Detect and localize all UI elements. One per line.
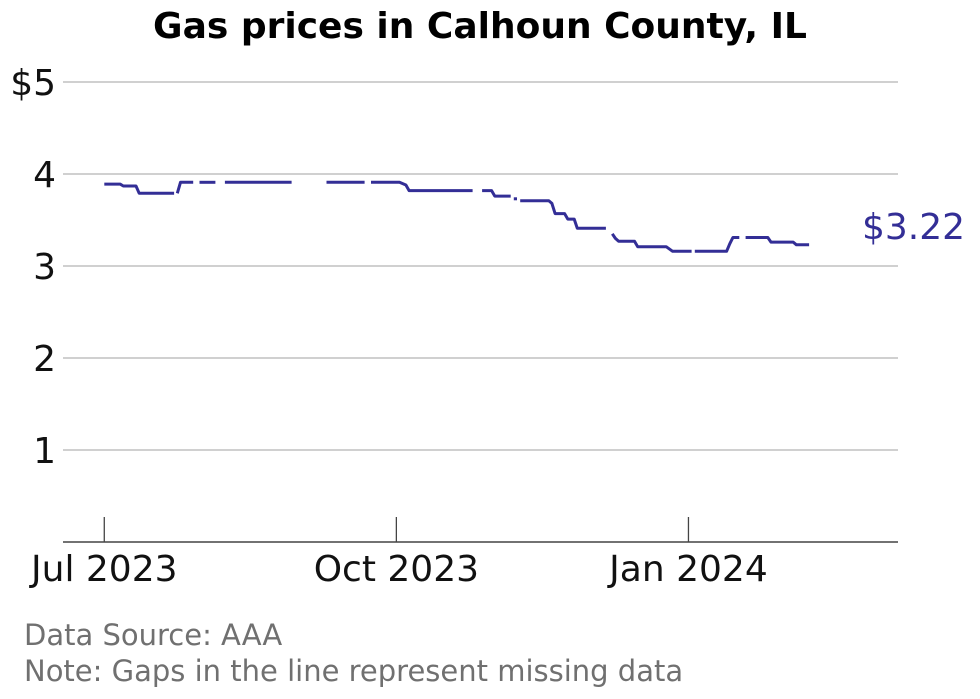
latest-price-label: $3.22 bbox=[862, 207, 965, 248]
y-tick-label: 3 bbox=[33, 247, 56, 288]
price-line-segment bbox=[611, 232, 692, 253]
x-tick-label: Oct 2023 bbox=[314, 549, 479, 590]
y-axis-ticks: 1 2 3 4 $5 bbox=[10, 63, 56, 472]
y-tick-label: 4 bbox=[33, 155, 56, 196]
price-line-segment bbox=[694, 236, 740, 253]
x-tick-label: Jul 2023 bbox=[29, 549, 178, 590]
price-line-segment bbox=[482, 189, 511, 198]
price-line-segment bbox=[104, 182, 175, 195]
grid-lines bbox=[63, 81, 898, 451]
price-line-series bbox=[104, 180, 810, 253]
y-tick-label: 2 bbox=[33, 339, 56, 380]
missing-data-note: Note: Gaps in the line represent missing… bbox=[24, 654, 684, 688]
y-tick-label: $5 bbox=[10, 63, 56, 104]
price-line-segment bbox=[520, 199, 606, 230]
price-line-segment bbox=[371, 180, 473, 193]
x-tick-label: Jan 2024 bbox=[607, 549, 768, 590]
chart-title: Gas prices in Calhoun County, IL bbox=[153, 6, 807, 47]
x-axis-ticks: Jul 2023 Oct 2023 Jan 2024 bbox=[29, 517, 768, 590]
y-tick-label: 1 bbox=[33, 431, 56, 472]
gas-price-chart: Gas prices in Calhoun County, IL 1234$5 … bbox=[10, 6, 965, 590]
data-source-note: Data Source: AAA bbox=[24, 618, 283, 652]
price-line-segment bbox=[175, 180, 194, 194]
price-line-segment bbox=[745, 236, 810, 247]
